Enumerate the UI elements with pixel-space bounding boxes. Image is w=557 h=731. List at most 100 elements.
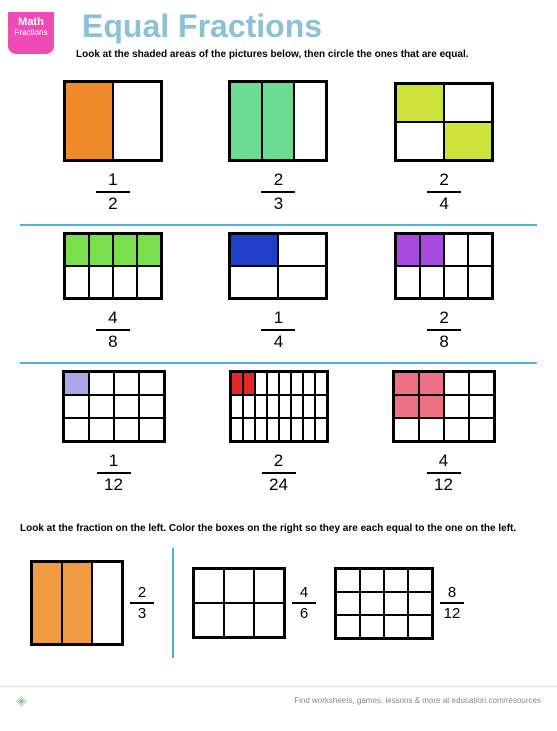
grid-cell xyxy=(444,372,469,395)
denominator: 12 xyxy=(428,475,459,495)
grid-cell xyxy=(254,603,284,637)
grid-cell xyxy=(224,603,254,637)
grid-cell xyxy=(419,395,444,418)
denominator: 6 xyxy=(300,605,308,622)
grid-cell xyxy=(139,418,164,441)
grid-cell xyxy=(92,562,122,644)
denominator: 8 xyxy=(433,332,454,352)
grid-cell xyxy=(294,82,326,160)
numerator: 2 xyxy=(268,451,289,471)
fraction-bar xyxy=(130,602,154,604)
grid-cell xyxy=(408,615,432,638)
bottom-row: 2346812 xyxy=(20,544,537,676)
grid-cell xyxy=(194,569,224,603)
denominator: 12 xyxy=(444,605,461,622)
grid-cell xyxy=(384,592,408,615)
grid-cell xyxy=(291,395,303,418)
fraction-label: 224 xyxy=(262,451,296,495)
fraction-label: 14 xyxy=(261,308,295,352)
grid-cell xyxy=(303,372,315,395)
fraction-bar xyxy=(96,191,130,193)
grid-cell xyxy=(64,395,89,418)
fraction-cell: 28 xyxy=(394,232,494,352)
subject-badge: Math Fractions xyxy=(8,12,54,54)
grid-cell xyxy=(255,418,267,441)
fraction-grid xyxy=(392,370,496,443)
grid-cell xyxy=(394,395,419,418)
fraction-bar xyxy=(427,472,461,474)
grid-cell xyxy=(469,418,494,441)
fraction-label: 23 xyxy=(261,170,295,214)
grid-cell xyxy=(469,395,494,418)
grid-cell xyxy=(64,372,89,395)
fraction-cell: 112 xyxy=(62,370,166,495)
grid-cell xyxy=(396,122,444,160)
grid-cell xyxy=(137,234,161,266)
grid-cell xyxy=(291,372,303,395)
grid-cell xyxy=(114,372,139,395)
fraction-cell: 14 xyxy=(228,232,328,352)
fraction-cell: 23 xyxy=(228,80,328,214)
grid-cell xyxy=(230,266,278,298)
fraction-bar xyxy=(261,329,295,331)
grid-cell xyxy=(384,615,408,638)
fraction-label: 46 xyxy=(292,584,316,622)
grid-cell xyxy=(139,395,164,418)
grid-cell xyxy=(65,234,89,266)
grid-cell xyxy=(231,418,243,441)
denominator: 8 xyxy=(102,332,123,352)
grid-cell xyxy=(396,84,444,122)
fraction-bar xyxy=(292,602,316,604)
grid-cell xyxy=(114,418,139,441)
grid-cell xyxy=(408,569,432,592)
badge-line1: Math xyxy=(8,16,54,28)
footer-text: Find worksheets, games, lessons & more a… xyxy=(294,696,541,705)
numerator: 1 xyxy=(103,451,124,471)
grid-cell xyxy=(279,418,291,441)
grid-cell xyxy=(303,395,315,418)
fraction-label: 24 xyxy=(427,170,461,214)
grid-cell xyxy=(262,82,294,160)
grid-cell xyxy=(303,418,315,441)
numerator: 2 xyxy=(433,170,454,190)
grid-cell xyxy=(243,395,255,418)
grid-cell xyxy=(419,372,444,395)
grid-cell xyxy=(444,418,469,441)
denominator: 24 xyxy=(263,475,294,495)
grid-cell xyxy=(89,266,113,298)
grid-cell xyxy=(194,603,224,637)
numerator: 2 xyxy=(138,584,146,601)
grid-cell xyxy=(420,234,444,266)
divider-line xyxy=(172,548,174,658)
grid-cell xyxy=(254,569,284,603)
bottom-cell: 23 xyxy=(30,560,154,646)
numerator: 2 xyxy=(433,308,454,328)
grid-cell xyxy=(469,372,494,395)
fraction-grid xyxy=(62,370,166,443)
grid-cell xyxy=(139,372,164,395)
grid-cell xyxy=(444,266,468,298)
fraction-bar xyxy=(97,472,131,474)
denominator: 4 xyxy=(433,194,454,214)
denominator: 3 xyxy=(138,605,146,622)
fraction-label: 12 xyxy=(96,170,130,214)
fraction-cell: 24 xyxy=(394,82,494,214)
grid-cell xyxy=(32,562,62,644)
grid-cell xyxy=(89,395,114,418)
grid-cell xyxy=(231,372,243,395)
grid-cell xyxy=(114,395,139,418)
fraction-cell: 412 xyxy=(392,370,496,495)
numerator: 2 xyxy=(268,170,289,190)
fraction-label: 812 xyxy=(440,584,464,622)
grid-cell xyxy=(384,569,408,592)
page-title: Equal Fractions xyxy=(82,8,537,45)
fraction-cell: 224 xyxy=(229,370,329,495)
grid-cell xyxy=(419,418,444,441)
grid-cell xyxy=(243,372,255,395)
grid-cell xyxy=(65,266,89,298)
grid-cell xyxy=(255,395,267,418)
grid-cell xyxy=(336,592,360,615)
fraction-grid xyxy=(394,232,494,300)
fraction-grid xyxy=(334,567,434,640)
fraction-label: 28 xyxy=(427,308,461,352)
